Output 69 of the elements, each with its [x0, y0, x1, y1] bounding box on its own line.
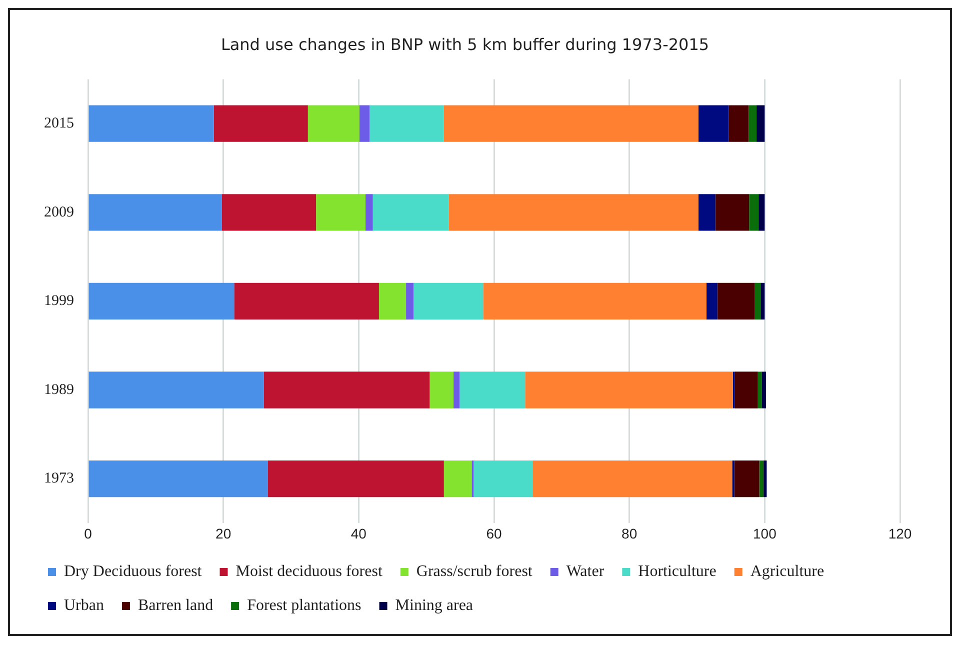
legend-label: Dry Deciduous forest: [64, 563, 202, 580]
bar: [372, 194, 449, 231]
bar: [88, 372, 264, 408]
bar: [717, 282, 755, 320]
bar: [734, 372, 758, 408]
bar: [483, 282, 706, 320]
y-tick-label: 2015: [44, 116, 74, 132]
bar: [459, 372, 526, 408]
bar: [268, 460, 444, 498]
legend-label: Moist deciduous forest: [236, 563, 383, 580]
bar: [88, 282, 234, 320]
bar: [222, 194, 316, 231]
bar: [474, 460, 533, 498]
bar: [748, 105, 757, 142]
x-tick-label: 100: [752, 525, 777, 542]
bar: [378, 282, 406, 320]
legend-label: Water: [566, 563, 605, 580]
y-tick-label: 2009: [44, 204, 74, 220]
x-tick-label: 80: [622, 525, 638, 542]
y-tick-label: 1973: [44, 470, 74, 487]
legend-label: Mining area: [395, 597, 474, 614]
bar: [214, 105, 308, 142]
bar: [760, 282, 765, 320]
bar: [308, 105, 360, 142]
legend-label: Barren land: [138, 597, 214, 614]
bar: [413, 282, 484, 320]
bar: [758, 194, 765, 231]
bar: [734, 460, 760, 498]
bar: [525, 372, 733, 408]
bar: [758, 372, 762, 408]
bar: [762, 372, 766, 408]
bar: [430, 372, 454, 408]
legend-label: Forest plantations: [247, 597, 362, 614]
x-tick-label: 40: [350, 525, 367, 542]
bar: [728, 105, 748, 142]
bar: [749, 194, 759, 231]
bar: [448, 194, 698, 231]
bar: [706, 282, 718, 320]
bar: [234, 282, 379, 320]
bar: [365, 194, 373, 231]
bar: [444, 105, 698, 142]
legend-label: Horticulture: [638, 563, 716, 580]
bar: [444, 460, 472, 498]
chart-title: Land use changes in BNP with 5 km buffer during 1973-2015: [220, 34, 710, 54]
x-tick-label: 0: [84, 525, 92, 542]
bar: [715, 194, 750, 231]
x-tick-label: 60: [486, 525, 502, 542]
bar: [316, 194, 366, 231]
bar: [88, 194, 222, 231]
bar: [406, 282, 414, 320]
bar: [88, 460, 268, 498]
bar: [369, 105, 444, 142]
x-tick-label: 120: [888, 525, 912, 542]
bar: [698, 194, 716, 231]
bar: [359, 105, 370, 142]
legend-label: Urban: [64, 597, 104, 614]
x-tick-label: 20: [216, 525, 232, 542]
bar: [264, 372, 430, 408]
bar: [756, 105, 765, 142]
legend-label: Grass/scrub forest: [416, 563, 533, 580]
bar: [532, 460, 732, 498]
y-tick-label: 1999: [44, 293, 74, 310]
y-tick-label: 1989: [44, 382, 74, 398]
legend-label: Agriculture: [750, 563, 824, 580]
bar: [754, 282, 761, 320]
bar: [698, 105, 729, 142]
bar: [453, 372, 460, 408]
bar: [88, 105, 214, 142]
bar: [759, 460, 764, 498]
